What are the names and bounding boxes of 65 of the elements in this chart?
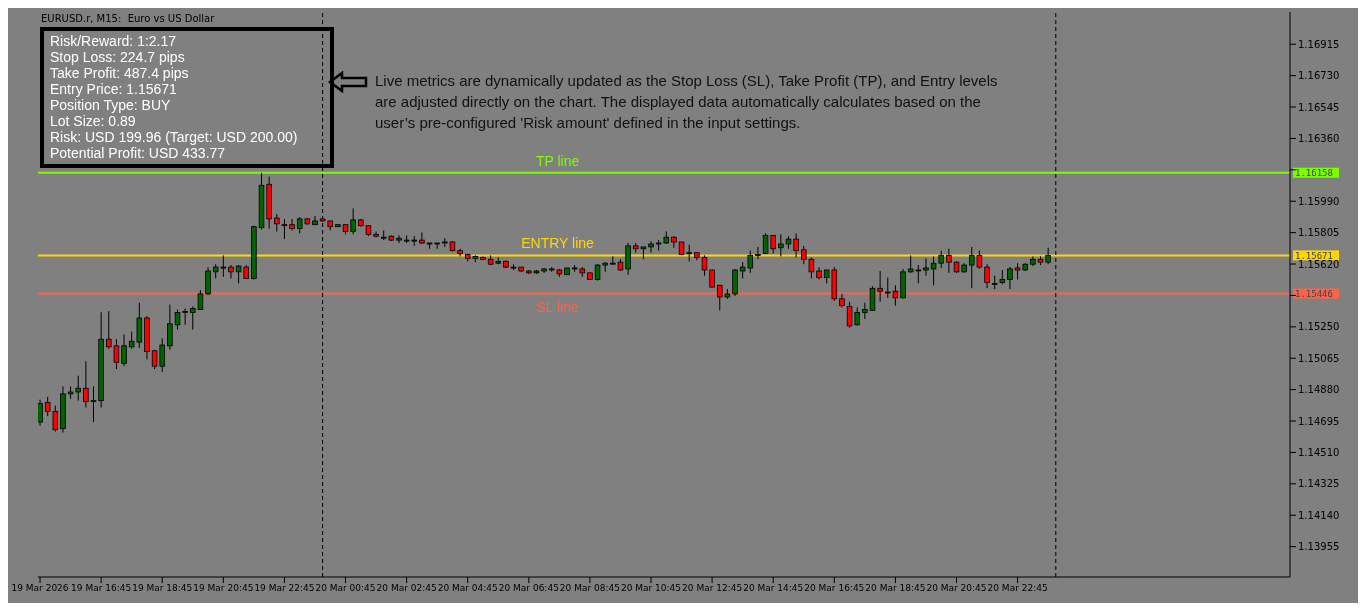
annotation: Live metrics are dynamically updated as the Stop Loss (SL), Take Profit (TP), and Entry levels are adjusted directly on the chart. The displayed data automatically calculates based on the user’s pre-configured 'Risk amount' defined in the input settings. (375, 71, 999, 133)
y-tick-label: 1.15990 (1298, 195, 1340, 207)
y-tick-label: 1.16915 (1298, 38, 1340, 50)
x-tick-label: 20 Mar 12:45 (682, 583, 743, 594)
ref-line-label: TP line (535, 152, 580, 169)
candlestick (625, 242, 631, 276)
y-tick-label: 1.15620 (1298, 258, 1340, 270)
candlestick (419, 231, 425, 245)
x-tick-label: 20 Mar 06:45 (498, 583, 559, 594)
candlestick (121, 333, 127, 367)
annotation: Risk: USD 199.96 (Target: USD 200.00) (50, 129, 299, 145)
ref-line-label: ENTRY line (521, 235, 595, 252)
y-tick-label: 1.15805 (1298, 227, 1340, 239)
x-tick-label: 20 Mar 10:45 (620, 583, 682, 594)
x-tick-label: 19 Mar 20:45 (193, 583, 254, 594)
y-tick-label: 1.13955 (1298, 541, 1340, 553)
y-tick-label: 1.14510 (1298, 446, 1340, 458)
candlestick (289, 218, 295, 231)
candlestick (984, 263, 990, 289)
x-tick-label: 20 Mar 08:45 (559, 583, 620, 594)
x-tick-label: 19 Mar 16:45 (71, 583, 132, 594)
candlestick (281, 218, 288, 240)
annotation: Entry Price: 1.15671 (50, 81, 178, 97)
annotation: Stop Loss: 224.7 pips (50, 49, 186, 65)
text: 1.15446 (1295, 289, 1333, 300)
annotation: Take Profit: 487.4 pips (50, 65, 190, 81)
candlestick (923, 257, 929, 277)
x-tick-label: 20 Mar 16:45 (804, 583, 865, 594)
y-tick-label: 1.15250 (1298, 321, 1340, 333)
candlestick (1007, 266, 1013, 290)
annotation: Position Type: BUY (50, 97, 172, 113)
annotation: Lot Size: 0.89 (50, 113, 137, 129)
candlestick (648, 240, 654, 254)
candlestick (396, 234, 402, 244)
candlestick (228, 264, 234, 279)
x-tick-label: 20 Mar 22:45 (987, 583, 1048, 594)
y-tick-label: 1.16730 (1298, 70, 1340, 82)
y-tick-label: 1.16360 (1298, 132, 1340, 144)
y-tick-label: 1.14880 (1298, 384, 1340, 396)
candlestick (38, 399, 43, 427)
candlestick (205, 266, 211, 296)
text: 1.15671 (1295, 250, 1333, 261)
candlestick (373, 230, 379, 238)
candlestick (755, 246, 761, 260)
x-tick-label: 20 Mar 18:45 (865, 583, 926, 594)
candlestick (732, 268, 738, 297)
chart-title: EURUSD.r, M15: Euro vs US Dollar (41, 13, 215, 24)
x-tick-label: 19 Mar 2026 (11, 583, 69, 594)
y-tick-label: 1.16545 (1298, 101, 1340, 113)
y-tick-label: 1.14695 (1298, 415, 1340, 427)
ref-line-label: SL line (536, 298, 579, 315)
annotation: Risk/Reward: 1:2.17 (50, 33, 178, 49)
x-tick-label: 20 Mar 00:45 (315, 583, 376, 594)
x-tick-label: 20 Mar 04:45 (437, 583, 498, 594)
x-tick-label: 20 Mar 02:45 (376, 583, 437, 594)
y-tick-label: 1.15065 (1298, 352, 1340, 364)
x-tick-label: 19 Mar 18:45 (132, 583, 193, 594)
x-tick-label: 19 Mar 22:45 (254, 583, 315, 594)
x-tick-label: 20 Mar 14:45 (743, 583, 804, 594)
candlestick (671, 235, 677, 249)
x-tick-label: 20 Mar 20:45 (926, 583, 987, 594)
annotation: Potential Profit: USD 433.77 (50, 145, 227, 161)
text: 1.16158 (1295, 168, 1333, 179)
y-tick-label: 1.14140 (1298, 509, 1340, 521)
y-tick-label: 1.14325 (1298, 478, 1340, 490)
